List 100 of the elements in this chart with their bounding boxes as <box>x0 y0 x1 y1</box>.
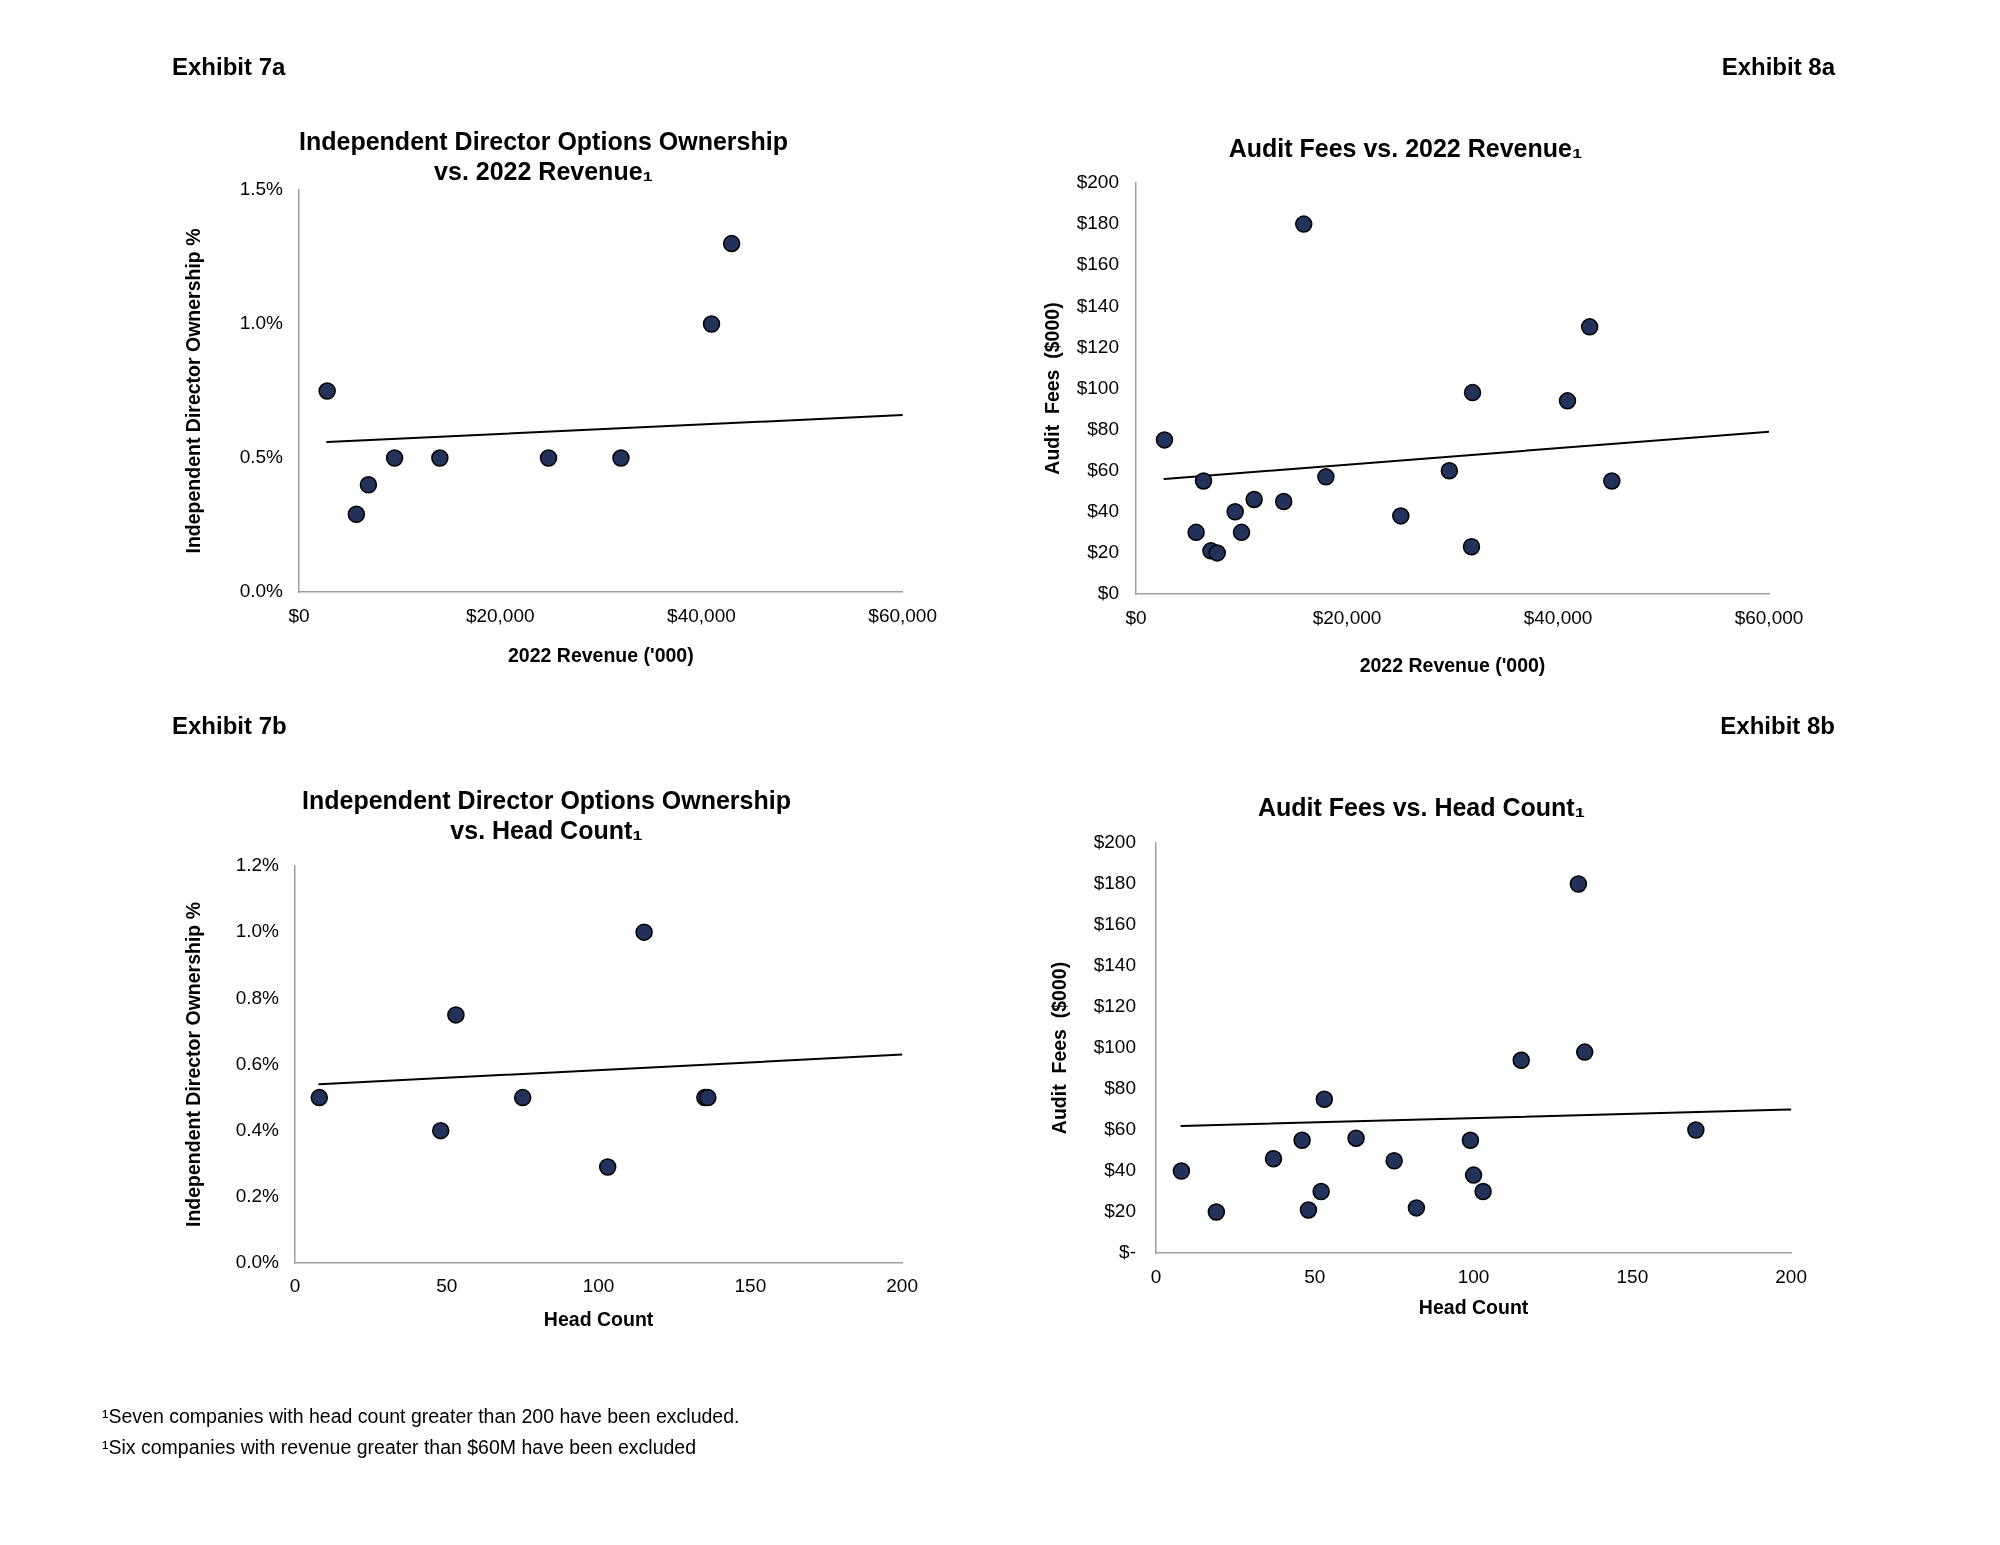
point <box>1603 472 1621 490</box>
x-tick-label: 50 <box>1304 1265 1326 1287</box>
y-tick-label: 0.5% <box>239 446 284 468</box>
y-tick-label: $80 <box>1087 417 1119 439</box>
point <box>1385 1152 1403 1170</box>
y-tick-label: $20 <box>1087 541 1119 563</box>
point <box>612 449 630 467</box>
point <box>1317 468 1335 486</box>
x-tick-label: $0 <box>288 604 310 626</box>
y-tick-label: 0.6% <box>235 1052 280 1074</box>
point <box>1294 215 1313 233</box>
text: Exhibit 8b <box>1720 712 1835 740</box>
x-tick-label: 0 <box>1150 1265 1162 1287</box>
point <box>1293 1131 1311 1149</box>
point <box>1299 1201 1318 1219</box>
y-tick-label: $120 <box>1076 335 1119 357</box>
point <box>1245 490 1263 509</box>
x-tick-label: $20,000 <box>465 604 535 626</box>
y-tick-label: $180 <box>1076 212 1119 234</box>
point <box>1208 544 1226 562</box>
y-tick-label: 1.0% <box>235 920 280 942</box>
point <box>1575 1043 1594 1061</box>
text: Exhibit 8a <box>1721 53 1835 81</box>
y-axis-title: Audit Fees ($000) <box>1041 302 1064 475</box>
y-tick-label: $20 <box>1104 1200 1136 1222</box>
text: ¹Seven companies with head count greater than 200 have been excluded. <box>102 1404 740 1429</box>
y-tick-label: 1.2% <box>235 854 280 876</box>
y-tick-label: $120 <box>1093 995 1136 1017</box>
x-tick-label: 150 <box>734 1274 767 1296</box>
y-tick-label: $200 <box>1076 171 1119 193</box>
point <box>1569 875 1588 893</box>
x-tick-label: 100 <box>1457 1265 1490 1287</box>
point <box>702 315 721 333</box>
x-tick-label: 50 <box>436 1274 458 1296</box>
text: ¹Six companies with revenue greater than $60M have been excluded <box>102 1435 698 1460</box>
point <box>431 1121 450 1140</box>
point <box>447 1006 465 1024</box>
x-tick-label: 0 <box>289 1274 301 1296</box>
y-tick-label: $40 <box>1104 1159 1136 1181</box>
point <box>318 382 336 400</box>
point <box>1187 523 1205 542</box>
point <box>722 234 741 253</box>
y-tick-label: 0.4% <box>235 1118 280 1140</box>
x-tick-label: $40,000 <box>667 604 736 626</box>
y-tick-label: 1.5% <box>239 178 284 200</box>
x-tick-label: $20,000 <box>1312 606 1382 628</box>
chart-title: Audit Fees vs. 2022 Revenue₁ <box>1228 133 1583 162</box>
point <box>1464 1166 1483 1184</box>
x-tick-label: $60,000 <box>1734 606 1804 628</box>
y-tick-label: $160 <box>1093 913 1136 935</box>
point <box>598 1158 617 1176</box>
x-tick-label: 150 <box>1616 1265 1649 1287</box>
point <box>539 449 558 467</box>
x-axis-title: 2022 Revenue ('000) <box>1359 653 1546 676</box>
x-tick-label: 200 <box>886 1274 918 1296</box>
point <box>1462 537 1481 556</box>
point <box>1264 1149 1283 1168</box>
y-axis-title: Independent Director Ownership % <box>182 228 205 554</box>
y-tick-label: $80 <box>1104 1077 1136 1099</box>
point <box>1392 507 1410 525</box>
point <box>1207 1203 1226 1221</box>
point <box>1172 1162 1191 1180</box>
chart-title: Independent Director Options Ownership vs. Head Count₁ <box>302 785 791 844</box>
point <box>1687 1121 1705 1139</box>
point <box>385 449 404 467</box>
point <box>1194 472 1213 490</box>
y-tick-label: $180 <box>1093 872 1136 894</box>
point <box>513 1088 532 1107</box>
text: Exhibit 7b <box>172 712 287 740</box>
point <box>347 505 366 524</box>
y-tick-label: $160 <box>1076 253 1119 275</box>
point <box>1312 1182 1330 1201</box>
point <box>1232 523 1251 542</box>
point <box>1461 1131 1480 1149</box>
y-tick-label: $200 <box>1093 831 1136 853</box>
x-tick-label: 100 <box>582 1274 615 1296</box>
y-tick-label: $140 <box>1076 294 1119 316</box>
y-tick-label: $60 <box>1104 1118 1136 1140</box>
point <box>310 1088 329 1107</box>
y-tick-label: 0.0% <box>239 580 284 602</box>
x-axis-title: Head Count <box>543 1307 654 1330</box>
point <box>431 449 449 467</box>
point <box>1407 1199 1426 1217</box>
y-axis-title: Independent Director Ownership % <box>182 901 205 1228</box>
point <box>1463 383 1482 402</box>
point <box>635 923 653 941</box>
x-tick-label: $40,000 <box>1523 606 1593 628</box>
y-tick-label: $60 <box>1087 458 1119 480</box>
y-tick-label: $100 <box>1093 1036 1136 1058</box>
y-axis-title: Audit Fees ($000) <box>1048 961 1071 1135</box>
x-axis-title: 2022 Revenue ('000) <box>507 643 694 666</box>
point <box>1315 1090 1334 1108</box>
y-tick-label: $40 <box>1087 500 1119 522</box>
x-axis-title: Head Count <box>1418 1295 1529 1318</box>
point <box>1347 1129 1365 1147</box>
y-tick-label: 1.0% <box>239 312 284 334</box>
point <box>1512 1051 1530 1070</box>
point <box>1580 318 1599 336</box>
y-tick-label: 0.0% <box>235 1251 280 1273</box>
y-tick-label: $- <box>1119 1241 1136 1263</box>
